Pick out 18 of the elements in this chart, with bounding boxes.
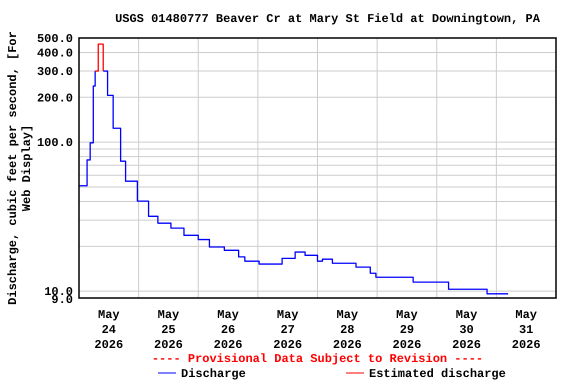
x-tick-label: May 24 2026: [94, 308, 124, 352]
y-tick-label: 400.0: [36, 46, 73, 60]
legend-label: Estimated discharge: [369, 367, 506, 381]
x-tick-label: May 28 2026: [332, 308, 362, 352]
x-tick-label: May 25 2026: [154, 308, 183, 352]
x-tick-label: May 27 2026: [273, 308, 302, 352]
x-tick-label: May 30 2026: [452, 308, 481, 352]
x-tick-label: May 31 2026: [512, 308, 541, 352]
y-tick-label: 200.0: [36, 91, 73, 106]
y-tick-label: 500.0: [36, 32, 73, 46]
legend-label: Discharge: [181, 367, 246, 381]
y-axis-title: Discharge, cubic feet per second, [For Web Display]: [6, 31, 34, 305]
chart-title: USGS 01480777 Beaver Cr at Mary St Field at Downingtown, PA: [115, 12, 541, 26]
text: ---- Provisional Data Subject to Revision ----: [152, 352, 484, 366]
y-tick-label: 100.0: [36, 136, 73, 150]
y-tick-label: 300.0: [36, 65, 73, 80]
x-tick-label: May 26 2026: [214, 308, 242, 352]
x-tick-label: May 29 2026: [392, 308, 422, 352]
